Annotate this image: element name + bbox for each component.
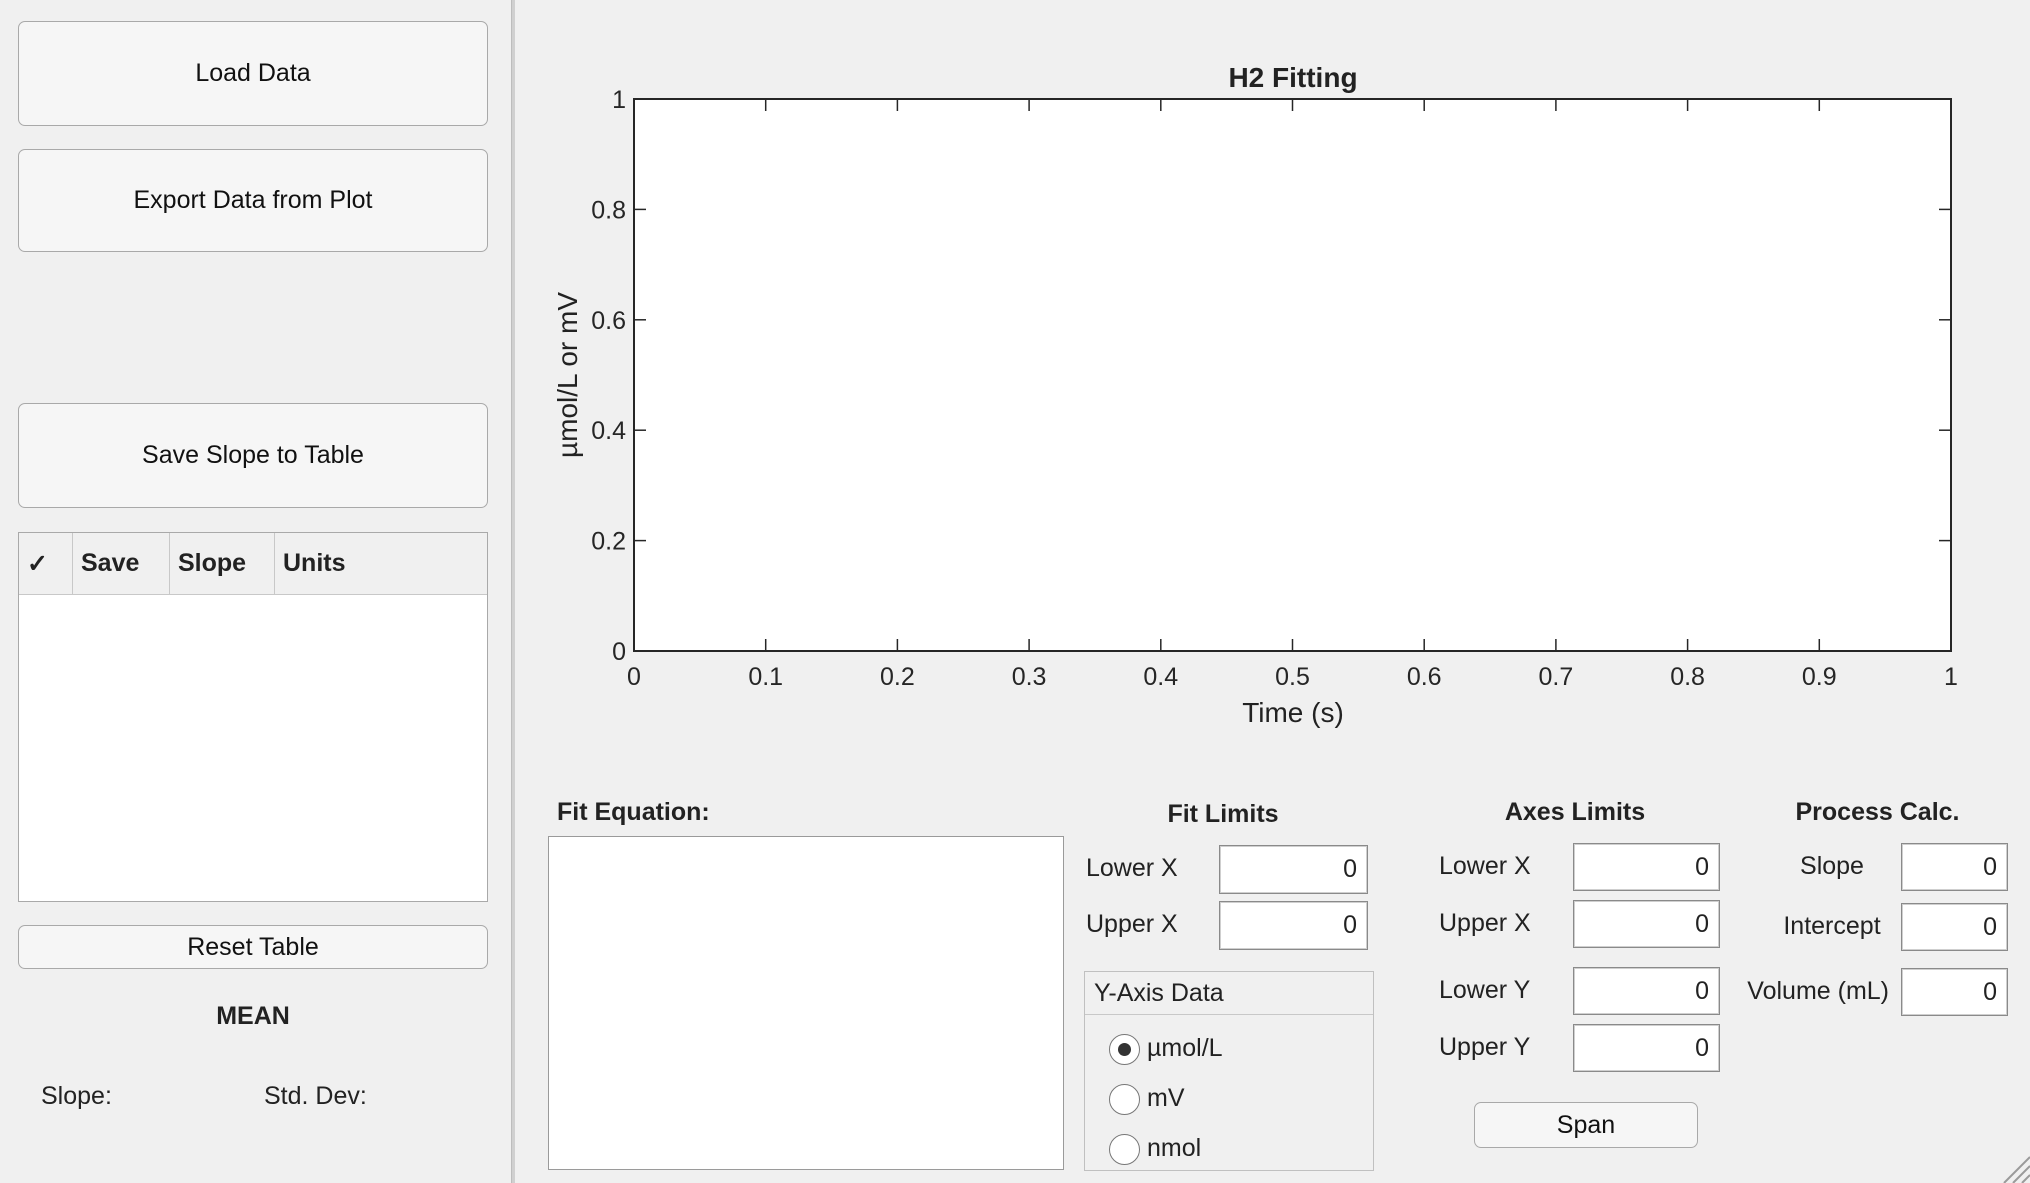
- y-tick-label-5: 1: [612, 86, 626, 114]
- x-axis-label: Time (s): [1242, 697, 1344, 728]
- fit-lower-x-input[interactable]: 0: [1219, 845, 1368, 894]
- process-calc-heading: Process Calc.: [1795, 798, 1960, 826]
- radio-mv[interactable]: [1109, 1084, 1140, 1115]
- x-tick-label-3: 0.3: [1012, 663, 1047, 691]
- axes-limits-heading: Axes Limits: [1504, 798, 1646, 826]
- radio-mv-label[interactable]: mV: [1147, 1084, 1185, 1112]
- mean-slope-label: Slope:: [41, 1082, 112, 1110]
- y-tick-label-4: 0.8: [591, 196, 626, 224]
- process-volume-label: Volume (mL): [1747, 977, 1889, 1005]
- y-tick-label-3: 0.6: [591, 307, 626, 335]
- column-header-slope[interactable]: Slope: [170, 533, 275, 594]
- fit-equation-label: Fit Equation:: [557, 798, 710, 826]
- x-tick-label-6: 0.6: [1407, 663, 1442, 691]
- fit-upper-x-input[interactable]: 0: [1219, 901, 1368, 950]
- column-header-units[interactable]: Units: [283, 549, 346, 577]
- process-volume-input[interactable]: 0: [1901, 968, 2008, 1016]
- x-tick-label-2: 0.2: [880, 663, 915, 691]
- y-tick-label-0: 0: [612, 638, 626, 666]
- sidebar-divider[interactable]: [511, 0, 515, 1183]
- span-button[interactable]: Span: [1474, 1102, 1698, 1148]
- fit-limits-heading: Fit Limits: [1167, 800, 1279, 828]
- table-header: ✓ Save Slope Units: [19, 533, 487, 595]
- fit-upper-x-label: Upper X: [1086, 910, 1178, 938]
- axes-lower-x-label: Lower X: [1439, 852, 1531, 880]
- axes-lower-x-input[interactable]: 0: [1573, 843, 1720, 891]
- plot-area: [633, 98, 1952, 652]
- fit-equation-box[interactable]: [548, 836, 1064, 1170]
- x-tick-label-1: 0.1: [748, 663, 783, 691]
- axes-upper-x-label: Upper X: [1439, 909, 1531, 937]
- y-axis-data-title: Y-Axis Data: [1085, 972, 1373, 1015]
- process-slope-label: Slope: [1800, 852, 1864, 880]
- radio-umol-l[interactable]: [1109, 1034, 1140, 1065]
- y-axis-data-group: Y-Axis Data µmol/L mV nmol: [1084, 971, 1374, 1171]
- y-axis-label: µmol/L or mV: [552, 291, 583, 459]
- load-data-button[interactable]: Load Data: [18, 21, 488, 126]
- save-slope-button[interactable]: Save Slope to Table: [18, 403, 488, 508]
- axes-upper-y-input[interactable]: 0: [1573, 1024, 1720, 1072]
- h2-fitting-chart[interactable]: 0 0.1 0.2 0.3 0.4 0.5 0.6 0.7 0.8 0.9 1 0 0.2 0.4 0.6…: [0, 0, 2030, 760]
- x-tick-label-0: 0: [627, 663, 641, 691]
- slopes-table[interactable]: ✓ Save Slope Units: [18, 532, 488, 902]
- y-tick-label-2: 0.4: [591, 417, 626, 445]
- fit-lower-x-label: Lower X: [1086, 854, 1178, 882]
- mean-stddev-label: Std. Dev:: [264, 1082, 367, 1110]
- mean-heading: MEAN: [216, 1002, 290, 1030]
- axes-upper-x-input[interactable]: 0: [1573, 900, 1720, 948]
- x-tick-label-10: 1: [1944, 663, 1958, 691]
- radio-nmol-label[interactable]: nmol: [1147, 1134, 1202, 1162]
- resize-grip-icon[interactable]: [1996, 1149, 2030, 1183]
- axes-lower-y-input[interactable]: 0: [1573, 967, 1720, 1015]
- axes-lower-y-label: Lower Y: [1439, 976, 1531, 1004]
- export-data-button[interactable]: Export Data from Plot: [18, 149, 488, 252]
- x-tick-label-5: 0.5: [1275, 663, 1310, 691]
- process-slope-input[interactable]: 0: [1901, 843, 2008, 891]
- radio-umol-l-label[interactable]: µmol/L: [1147, 1034, 1223, 1062]
- process-intercept-label: Intercept: [1783, 912, 1881, 940]
- y-tick-label-1: 0.2: [591, 528, 626, 556]
- x-tick-label-8: 0.8: [1670, 663, 1705, 691]
- x-tick-label-9: 0.9: [1802, 663, 1837, 691]
- reset-table-button[interactable]: Reset Table: [18, 925, 488, 969]
- x-tick-label-4: 0.4: [1143, 663, 1178, 691]
- process-intercept-input[interactable]: 0: [1901, 903, 2008, 951]
- axes-upper-y-label: Upper Y: [1439, 1033, 1531, 1061]
- radio-nmol[interactable]: [1109, 1134, 1140, 1165]
- x-tick-label-7: 0.7: [1539, 663, 1574, 691]
- column-header-save[interactable]: Save: [73, 533, 170, 594]
- column-header-check[interactable]: ✓: [19, 533, 73, 594]
- chart-title: H2 Fitting: [1228, 62, 1358, 93]
